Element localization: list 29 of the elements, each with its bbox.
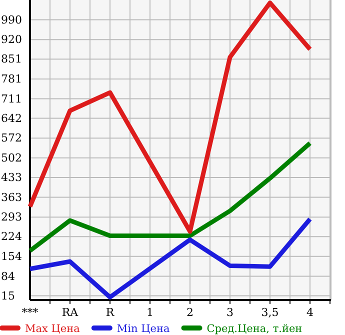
y-tick-label: 293 — [1, 210, 22, 224]
y-tick-label: 920 — [1, 33, 22, 46]
x-tick-label: 1 — [146, 306, 154, 319]
y-tick-label: 224 — [1, 230, 22, 244]
legend-label: Max Цена — [25, 323, 80, 335]
y-tick-label: 851 — [1, 52, 22, 66]
x-tick-label: 3 — [226, 306, 234, 319]
line-series — [28, 216, 312, 300]
x-tick-label: RA — [62, 306, 80, 319]
y-tick-label: 990 — [1, 13, 22, 26]
y-tick-label: 84 — [1, 270, 15, 283]
x-tick-label: 2 — [186, 306, 194, 319]
y-tick-label: 711 — [1, 92, 22, 106]
y-tick-label: 154 — [1, 250, 22, 263]
x-tick-label: *** — [22, 306, 39, 319]
y-tick-label: 502 — [1, 151, 22, 164]
legend-label: Min Цена — [116, 323, 170, 335]
x-tick-label: 3,5 — [261, 306, 279, 319]
line-series — [28, 140, 312, 254]
x-tick-label: R — [106, 306, 115, 319]
y-tick-label: 781 — [1, 72, 22, 86]
y-tick-label: 572 — [1, 132, 22, 145]
y-tick-label: 15 — [1, 289, 15, 302]
legend-label: Сред.Цена, т.йен — [206, 323, 302, 335]
line-series — [28, 0, 312, 234]
y-tick-label: 363 — [1, 190, 22, 204]
x-tick-label: 4 — [306, 306, 314, 319]
y-tick-label: 642 — [1, 112, 22, 125]
y-tick-label: 433 — [1, 170, 22, 184]
